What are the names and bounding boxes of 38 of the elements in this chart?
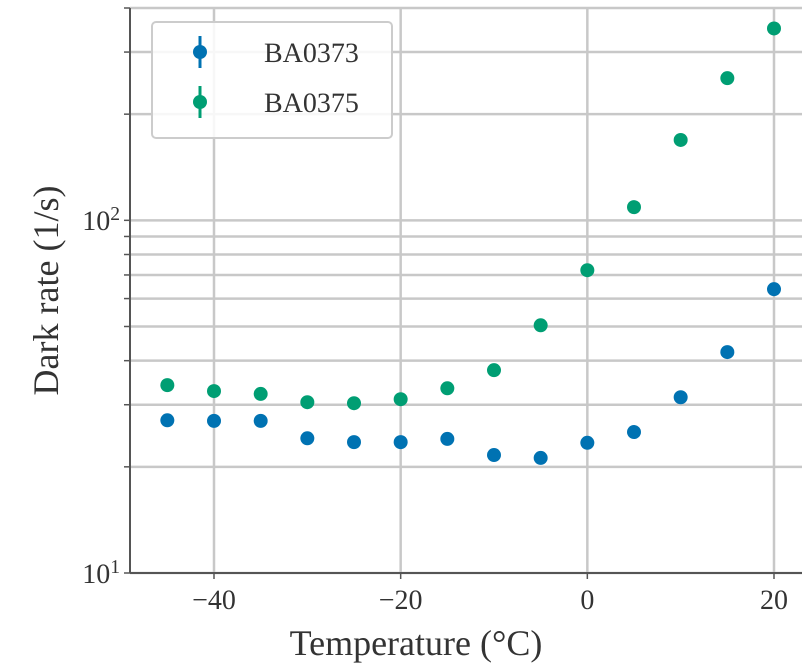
point — [254, 414, 268, 428]
x-tick-label: −40 — [192, 585, 236, 616]
y-tick-label: 10$^{2}$ — [82, 204, 120, 238]
point — [720, 71, 734, 86]
point — [394, 435, 408, 450]
point — [767, 282, 781, 296]
x-axis-title: Temperature (°C) — [290, 623, 542, 663]
point — [160, 378, 174, 392]
x-tick-label: 20 — [760, 585, 788, 616]
point — [580, 263, 594, 278]
point — [347, 435, 361, 450]
point — [440, 381, 454, 396]
point — [207, 384, 221, 398]
legend-label: BA0373 — [264, 38, 359, 69]
point — [254, 386, 268, 401]
point — [394, 392, 408, 406]
point — [487, 448, 501, 462]
x-tick-label: −20 — [378, 585, 423, 616]
point — [580, 436, 594, 450]
point — [300, 431, 314, 446]
point — [534, 450, 548, 465]
point — [674, 390, 688, 404]
point — [720, 345, 734, 360]
x-tick-label: 0 — [580, 585, 594, 616]
point — [347, 396, 361, 410]
point — [534, 318, 548, 332]
legend-label: BA0375 — [264, 88, 359, 119]
point — [767, 21, 781, 36]
y-tick-label: 10$^{1}$ — [82, 556, 120, 590]
point — [487, 363, 501, 378]
point — [674, 132, 688, 147]
point — [207, 414, 221, 428]
point — [627, 200, 641, 214]
point — [160, 413, 174, 428]
y-axis-title: Dark rate (1/s) — [26, 186, 66, 396]
point — [440, 432, 454, 446]
point — [627, 425, 641, 440]
point — [300, 395, 314, 410]
